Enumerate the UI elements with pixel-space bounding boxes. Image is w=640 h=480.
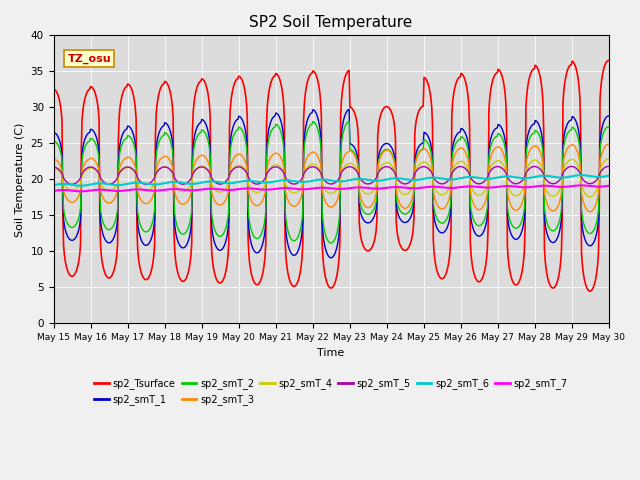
sp2_smT_2 [202, 132, 210, 138]
sp2_smT_5 [415, 165, 423, 171]
sp2_smT_7 [60, 187, 67, 193]
sp2_smT_7 [578, 182, 586, 188]
sp2_smT_4 [586, 194, 594, 200]
sp2_Tsurface [399, 246, 406, 252]
sp2_smT_6 [415, 177, 423, 182]
sp2_smT_7 [77, 189, 84, 194]
Legend: sp2_Tsurface, sp2_smT_1, sp2_smT_2, sp2_smT_3, sp2_smT_4, sp2_smT_5, sp2_smT_6, : sp2_Tsurface, sp2_smT_1, sp2_smT_2, sp2_… [90, 374, 572, 409]
sp2_smT_5 [68, 181, 76, 187]
sp2_smT_5 [50, 164, 58, 170]
sp2_smT_2 [60, 206, 67, 212]
sp2_smT_1 [400, 219, 408, 225]
Line: sp2_smT_1: sp2_smT_1 [54, 109, 609, 258]
sp2_Tsurface [173, 266, 181, 272]
sp2_smT_2 [417, 148, 424, 154]
sp2_smT_5 [174, 179, 182, 185]
sp2_Tsurface [202, 84, 210, 89]
sp2_smT_2 [400, 211, 408, 217]
sp2_smT_4 [117, 169, 125, 175]
sp2_smT_1 [60, 216, 67, 222]
Line: sp2_smT_3: sp2_smT_3 [54, 144, 609, 212]
sp2_smT_3 [399, 204, 406, 210]
sp2_smT_1 [346, 107, 353, 112]
sp2_smT_7 [118, 188, 125, 194]
sp2_smT_6 [578, 172, 586, 178]
sp2_smT_3 [60, 188, 67, 193]
sp2_smT_7 [50, 188, 58, 194]
sp2_smT_6 [118, 182, 125, 188]
sp2_smT_6 [204, 179, 211, 184]
sp2_Tsurface [117, 99, 125, 105]
sp2_smT_6 [50, 182, 58, 188]
Text: TZ_osu: TZ_osu [67, 53, 111, 63]
sp2_smT_5 [118, 167, 125, 173]
sp2_smT_3 [202, 156, 210, 161]
sp2_smT_3 [117, 162, 125, 168]
sp2_smT_3 [586, 209, 594, 215]
sp2_smT_3 [605, 141, 612, 147]
sp2_smT_4 [50, 166, 58, 171]
sp2_Tsurface [586, 288, 594, 294]
sp2_smT_1 [417, 142, 424, 148]
sp2_smT_2 [117, 146, 125, 152]
sp2_smT_7 [174, 186, 182, 192]
sp2_smT_2 [346, 119, 353, 124]
Line: sp2_smT_2: sp2_smT_2 [54, 121, 609, 243]
sp2_smT_6 [77, 183, 84, 189]
sp2_smT_3 [415, 151, 422, 156]
sp2_smT_6 [399, 176, 407, 182]
Line: sp2_smT_6: sp2_smT_6 [54, 175, 609, 186]
sp2_smT_2 [173, 223, 181, 228]
sp2_smT_4 [202, 165, 210, 171]
Line: sp2_smT_7: sp2_smT_7 [54, 185, 609, 192]
sp2_smT_5 [204, 167, 211, 172]
sp2_smT_5 [60, 175, 67, 181]
sp2_smT_5 [399, 181, 407, 187]
sp2_smT_7 [204, 186, 211, 192]
Line: sp2_smT_4: sp2_smT_4 [54, 159, 609, 197]
sp2_smT_1 [173, 236, 181, 241]
sp2_Tsurface [50, 86, 58, 92]
sp2_smT_5 [605, 164, 612, 169]
sp2_smT_3 [50, 156, 58, 162]
sp2_smT_1 [202, 122, 210, 128]
sp2_smT_1 [50, 130, 58, 135]
sp2_Tsurface [605, 58, 612, 63]
sp2_smT_2 [327, 240, 335, 246]
sp2_smT_4 [399, 191, 406, 196]
sp2_smT_1 [117, 138, 125, 144]
Line: sp2_smT_5: sp2_smT_5 [54, 167, 609, 184]
sp2_smT_4 [173, 185, 181, 191]
X-axis label: Time: Time [317, 348, 344, 358]
sp2_smT_3 [173, 196, 181, 202]
sp2_Tsurface [415, 109, 422, 115]
Title: SP2 Soil Temperature: SP2 Soil Temperature [250, 15, 413, 30]
sp2_smT_4 [60, 180, 67, 186]
sp2_smT_6 [60, 181, 67, 187]
sp2_smT_4 [605, 156, 612, 162]
sp2_smT_6 [605, 173, 612, 179]
Line: sp2_Tsurface: sp2_Tsurface [54, 60, 609, 291]
Y-axis label: Soil Temperature (C): Soil Temperature (C) [15, 122, 25, 237]
sp2_smT_7 [399, 185, 407, 191]
sp2_smT_4 [415, 162, 422, 168]
sp2_smT_7 [605, 183, 612, 189]
sp2_smT_2 [50, 138, 58, 144]
sp2_smT_1 [327, 255, 335, 261]
sp2_smT_2 [605, 124, 612, 130]
sp2_Tsurface [60, 242, 67, 248]
sp2_smT_7 [415, 185, 423, 191]
sp2_smT_6 [174, 180, 182, 185]
sp2_smT_1 [605, 113, 612, 119]
